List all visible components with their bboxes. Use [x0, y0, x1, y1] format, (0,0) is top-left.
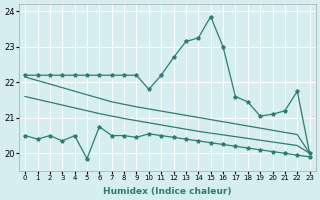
- X-axis label: Humidex (Indice chaleur): Humidex (Indice chaleur): [103, 187, 232, 196]
